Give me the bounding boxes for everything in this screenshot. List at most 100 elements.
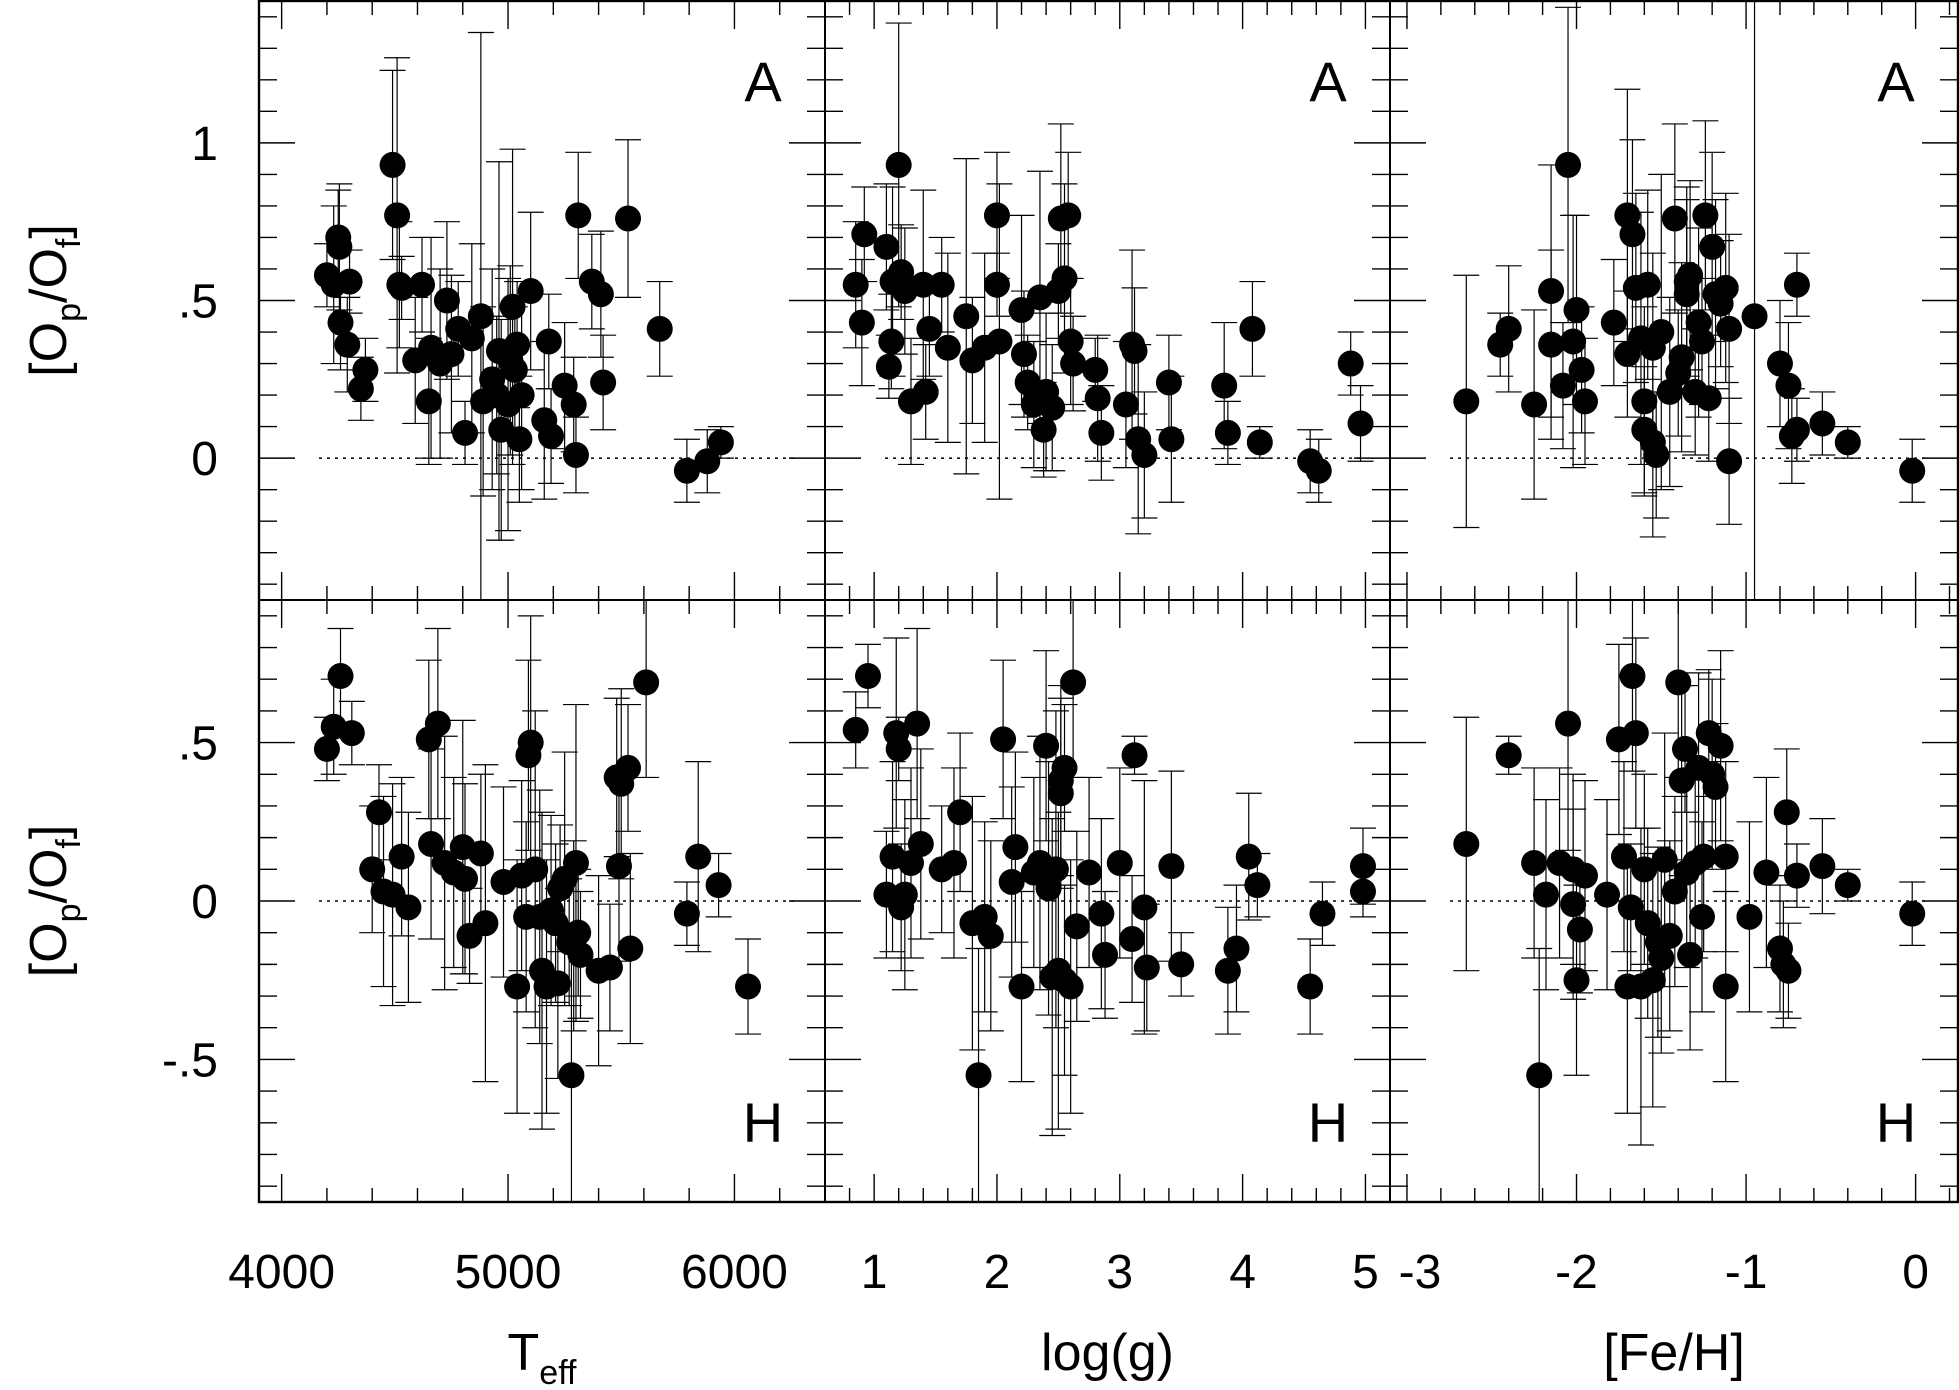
- data-point: [1651, 846, 1678, 873]
- data-point: [617, 935, 644, 962]
- y-tick-label: -.5: [162, 1034, 218, 1087]
- data-point: [1246, 429, 1273, 456]
- data-point: [1244, 872, 1271, 899]
- labels-layer: 4000 5000 6000 Teff 1 2 3 4 5 log(g) -3 -2 -1 0 [Fe/H]…: [20, 118, 1929, 1390]
- data-point: [1453, 388, 1480, 415]
- x-axis-label-base: T: [508, 1324, 540, 1382]
- panel-H-teff: H: [313, 599, 795, 1203]
- data-point: [1695, 385, 1722, 412]
- data-point: [912, 378, 939, 405]
- panel-label: A: [744, 50, 782, 113]
- data-point: [415, 388, 442, 415]
- data-point: [352, 356, 379, 383]
- y-tick-label: .5: [178, 276, 218, 329]
- data-point: [1809, 853, 1836, 880]
- y-tick-label: 1: [191, 118, 218, 171]
- data-point: [506, 426, 533, 453]
- data-point: [633, 669, 660, 696]
- data-point: [1643, 441, 1670, 468]
- data-point: [517, 278, 544, 305]
- x-tick-label: 2: [984, 1246, 1011, 1299]
- data-point: [1712, 973, 1739, 1000]
- data-point: [365, 799, 392, 826]
- panel-A-logg: A: [842, 22, 1374, 535]
- data-point: [1571, 862, 1598, 889]
- data-point: [504, 331, 531, 358]
- data-point: [535, 328, 562, 355]
- data-point: [1297, 973, 1324, 1000]
- data-point: [384, 202, 411, 229]
- data-point: [646, 315, 673, 342]
- data-point: [1736, 903, 1763, 930]
- data-point: [878, 328, 905, 355]
- data-point: [1088, 900, 1115, 927]
- y-axis-label-subscript: f: [50, 238, 88, 248]
- x-tick-label: -2: [1555, 1246, 1598, 1299]
- x-axis-label: [Fe/H]: [1603, 1324, 1745, 1382]
- data-point: [565, 202, 592, 229]
- data-point: [891, 881, 918, 908]
- data-point: [1716, 448, 1743, 475]
- data-point: [1560, 891, 1587, 918]
- data-point: [1899, 900, 1926, 927]
- data-point: [544, 970, 571, 997]
- data-point: [1648, 319, 1675, 346]
- data-point: [472, 910, 499, 937]
- data-point: [1560, 328, 1587, 355]
- data-point: [605, 853, 632, 880]
- data-point: [1235, 843, 1262, 870]
- data-point: [1057, 973, 1084, 1000]
- data-point: [977, 922, 1004, 949]
- panel-label: H: [743, 1091, 783, 1154]
- y-axis-label-end: ]: [20, 224, 78, 238]
- data-point: [1594, 881, 1621, 908]
- data-point: [1030, 416, 1057, 443]
- data-point: [1538, 331, 1565, 358]
- data-point: [1039, 394, 1066, 421]
- x-tick-label: 0: [1902, 1246, 1929, 1299]
- data-point: [694, 448, 721, 475]
- data-point: [1600, 309, 1627, 336]
- x-tick-label: 3: [1106, 1246, 1133, 1299]
- data-point: [1239, 315, 1266, 342]
- data-point: [685, 843, 712, 870]
- data-point: [418, 830, 445, 857]
- data-point: [1453, 830, 1480, 857]
- data-point: [326, 233, 353, 260]
- data-point: [438, 341, 465, 368]
- data-point: [538, 423, 565, 450]
- panel-A-teff: A: [313, 31, 795, 601]
- data-point: [916, 315, 943, 342]
- data-point: [334, 331, 361, 358]
- data-point: [1688, 903, 1715, 930]
- data-point: [1119, 926, 1146, 953]
- data-point: [1712, 274, 1739, 301]
- data-point: [452, 865, 479, 892]
- data-point: [1211, 372, 1238, 399]
- data-point: [1057, 328, 1084, 355]
- data-point: [379, 151, 406, 178]
- data-point: [1051, 754, 1078, 781]
- data-point: [1661, 205, 1688, 232]
- data-point: [1634, 910, 1661, 937]
- data-point: [848, 309, 875, 336]
- data-point: [1214, 957, 1241, 984]
- data-point: [983, 202, 1010, 229]
- data-point: [1223, 935, 1250, 962]
- data-point: [885, 735, 912, 762]
- data-point: [1008, 296, 1035, 323]
- data-point: [409, 271, 436, 298]
- data-point: [904, 710, 931, 737]
- data-point: [1773, 799, 1800, 826]
- data-point: [562, 849, 589, 876]
- data-point: [504, 973, 531, 1000]
- frame-layer: [257, 0, 1959, 1204]
- data-point: [1060, 350, 1087, 377]
- data-point: [1692, 202, 1719, 229]
- data-point: [1783, 271, 1810, 298]
- data-point: [735, 973, 762, 1000]
- x-axis-label-base: [Fe/H]: [1603, 1324, 1745, 1382]
- data-point: [705, 872, 732, 899]
- data-point: [965, 1062, 992, 1089]
- data-point: [336, 268, 363, 295]
